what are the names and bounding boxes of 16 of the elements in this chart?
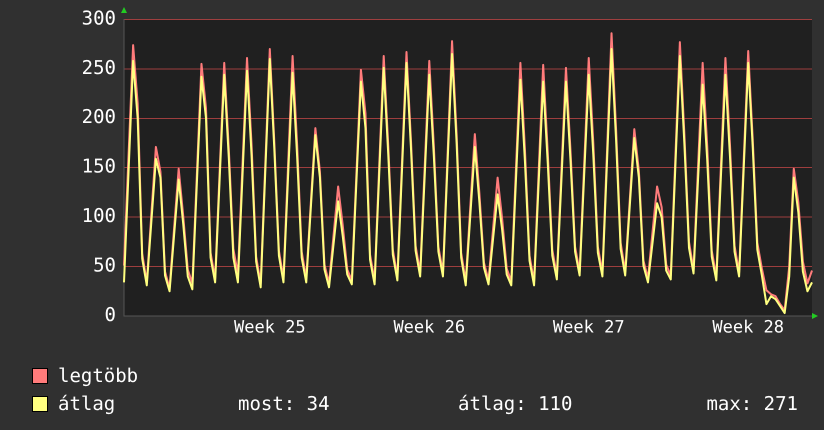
y-tick-label: 100 (82, 205, 116, 228)
x-tick-label: Week 27 (552, 318, 625, 338)
y-tick-label: 200 (82, 106, 116, 128)
x-tick-label: Week 26 (393, 318, 466, 338)
y-tick-label: 150 (82, 156, 116, 178)
text: most: 34 (238, 392, 331, 417)
text: max: 271 (705, 392, 798, 417)
x-tick-label: Week 28 (712, 318, 784, 338)
y-tick-label: 0 (104, 304, 116, 326)
y-tick-label: 50 (93, 254, 116, 277)
legend-label: legtöbb (58, 364, 140, 389)
text: átlag: 110 (458, 392, 574, 417)
y-tick-label: 300 (82, 7, 116, 30)
y-tick-label: 250 (82, 56, 116, 79)
legend-label: átlag (58, 392, 116, 417)
x-tick-label: Week 25 (234, 318, 306, 338)
